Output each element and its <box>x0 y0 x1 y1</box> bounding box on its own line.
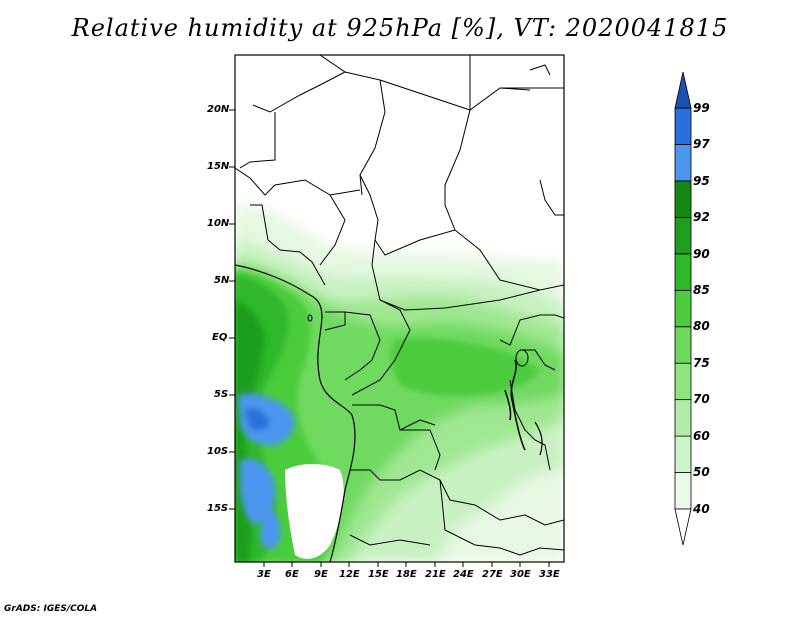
lat-tick-label: 5S <box>214 389 229 400</box>
colorbar-label: 40 <box>693 502 710 516</box>
lat-tick-label: 15S <box>207 503 229 514</box>
lon-tick-label: 30E <box>510 569 531 580</box>
colorbar-max-arrow <box>674 71 692 109</box>
footer-credit: GrADS: IGES/COLA <box>4 604 98 614</box>
lon-tick-label: 18E <box>396 569 417 580</box>
colorbar-label: 85 <box>693 283 710 297</box>
colorbar-label: 50 <box>693 465 710 479</box>
lon-tick-label: 9E <box>314 569 328 580</box>
humidity-field <box>235 55 564 562</box>
map-frame <box>234 54 565 563</box>
colorbar-segment <box>674 144 692 182</box>
colorbar-segment <box>674 216 692 255</box>
lat-tick-label: 15N <box>207 161 230 172</box>
lon-tick-marks <box>263 562 550 567</box>
colorbar-label: 70 <box>693 392 710 406</box>
lon-tick-label: 12E <box>339 569 360 580</box>
lon-tick-label: 3E <box>257 569 271 580</box>
chart-title: Relative humidity at 925hPa [%], VT: 202… <box>71 14 729 42</box>
lat-tick-label: 10N <box>207 218 230 229</box>
colorbar-segment <box>674 362 692 401</box>
colorbar-label: 92 <box>693 210 710 224</box>
lat-tick-label: 20N <box>207 104 230 115</box>
colorbar-label: 60 <box>693 429 710 443</box>
lon-tick-label: 24E <box>453 569 474 580</box>
lat-tick-marks <box>229 109 235 510</box>
country-borders <box>235 55 564 562</box>
colorbar-segment <box>674 253 692 291</box>
colorbar-segment <box>674 472 692 510</box>
colorbar-label: 75 <box>693 356 710 370</box>
colorbar-label: 90 <box>693 247 710 261</box>
lat-tick-label: 5N <box>214 275 230 286</box>
colorbar-segment <box>674 289 692 328</box>
lon-tick-label: 21E <box>425 569 446 580</box>
colorbar-segment <box>674 107 692 145</box>
colorbar-segment <box>674 399 692 437</box>
colorbar-label: 99 <box>693 101 710 115</box>
lat-tick-label: 10S <box>207 446 229 457</box>
lon-tick-label: 27E <box>482 569 503 580</box>
colorbar-segment <box>674 180 692 218</box>
colorbar-label: 95 <box>693 174 710 188</box>
lon-tick-label: 15E <box>368 569 389 580</box>
colorbar <box>674 71 692 546</box>
lat-tick-label: EQ <box>212 332 228 343</box>
colorbar-label: 97 <box>693 137 710 151</box>
colorbar-segment <box>674 435 692 473</box>
lon-tick-label: 6E <box>285 569 299 580</box>
colorbar-label: 80 <box>693 319 710 333</box>
colorbar-min-arrow <box>674 508 692 546</box>
colorbar-segment <box>674 326 692 364</box>
lon-tick-label: 33E <box>539 569 560 580</box>
